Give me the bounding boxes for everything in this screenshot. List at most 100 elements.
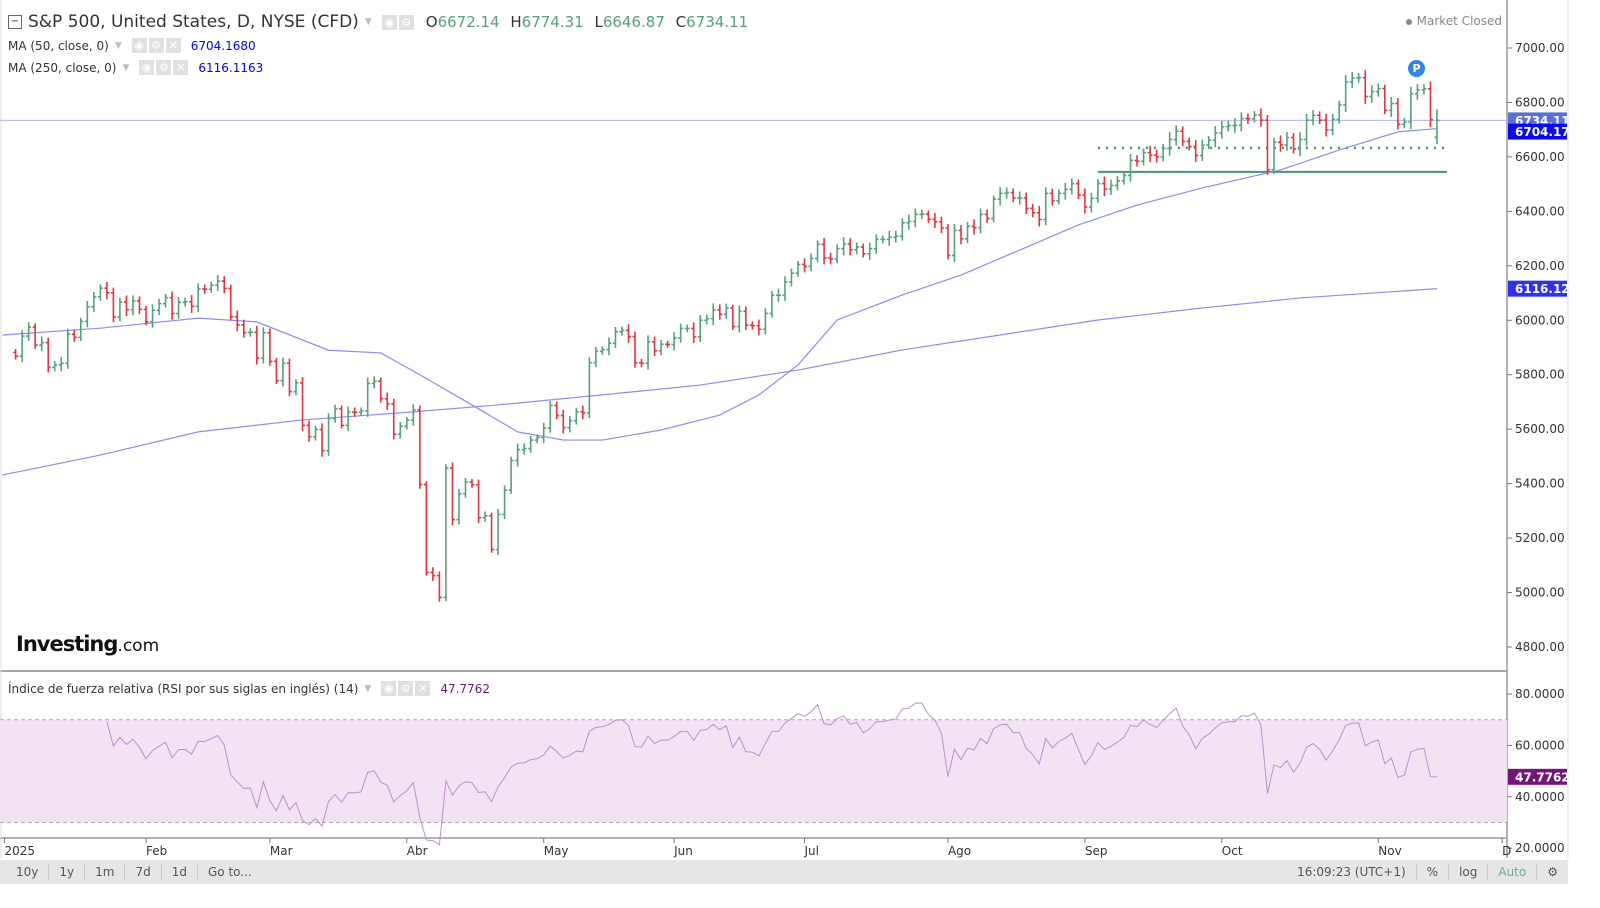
- close-value: 6734.11: [686, 13, 749, 31]
- ohlc-bar: [1310, 110, 1316, 126]
- ohlc-bar: [169, 291, 175, 320]
- ohlc-bar: [1414, 84, 1420, 100]
- ohlc-bar: [123, 295, 129, 317]
- visibility-icon[interactable]: ◉: [131, 38, 147, 53]
- ohlc-bar: [150, 304, 156, 328]
- gear-icon[interactable]: ⚙: [148, 38, 164, 53]
- chevron-down-icon[interactable]: ▼: [114, 40, 122, 51]
- ohlc-bar: [1382, 84, 1388, 115]
- goto-button[interactable]: Go to...: [207, 865, 252, 879]
- close-label: C: [675, 13, 687, 31]
- ohlc-bar: [436, 571, 442, 602]
- chevron-down-icon[interactable]: ▼: [364, 17, 372, 27]
- ohlc-bar: [410, 404, 416, 426]
- ohlc-bar: [78, 317, 84, 341]
- ohlc-bar: [841, 237, 847, 256]
- ma50-label[interactable]: MA (50, close, 0): [8, 38, 109, 53]
- ohlc-values: O6672.14 H6774.31 L6646.87 C6734.11: [420, 13, 748, 31]
- percent-toggle[interactable]: %: [1415, 864, 1448, 880]
- ohlc-bar: [1258, 108, 1264, 127]
- ohlc-bar: [775, 288, 781, 302]
- ohlc-bar: [495, 508, 501, 555]
- event-badge-icon[interactable]: P: [1408, 60, 1425, 77]
- ohlc-bar: [893, 230, 899, 243]
- ohlc-bar: [1388, 96, 1394, 117]
- gear-icon[interactable]: ⚙: [398, 681, 414, 696]
- ohlc-bar: [241, 319, 247, 338]
- ohlc-bar: [384, 392, 390, 411]
- range-1y-button[interactable]: 1y: [49, 864, 86, 880]
- ohlc-bar: [1219, 120, 1225, 139]
- ohlc-bar: [221, 276, 227, 294]
- ohlc-bar: [1206, 136, 1212, 150]
- close-icon[interactable]: ✕: [173, 60, 189, 75]
- ohlc-bar: [182, 297, 188, 307]
- clock-time[interactable]: 16:09:23 (UTC+1): [1297, 865, 1406, 879]
- ohlc-bar: [482, 511, 488, 522]
- ohlc-bar: [821, 237, 827, 265]
- chevron-down-icon[interactable]: ▼: [364, 683, 372, 694]
- ohlc-bar: [1336, 100, 1342, 124]
- ohlc-bar: [997, 187, 1003, 206]
- rsi-price-label: 47.7762: [1515, 770, 1570, 784]
- visibility-icon[interactable]: ◉: [381, 681, 397, 696]
- y-tick-label: 6000.00: [1515, 313, 1565, 327]
- ohlc-bar: [1264, 114, 1270, 175]
- ohlc-bar: [1134, 155, 1140, 167]
- gear-icon[interactable]: ⚙: [156, 60, 172, 75]
- ohlc-bar: [1004, 187, 1010, 199]
- ohlc-bar: [1277, 135, 1283, 152]
- ohlc-bar: [749, 321, 755, 330]
- ohlc-bar: [541, 422, 547, 444]
- x-tick-label: Ago: [948, 844, 971, 858]
- ma250-label[interactable]: MA (250, close, 0): [8, 60, 117, 75]
- ma50-value: 6704.1680: [190, 38, 256, 53]
- range-10y-button[interactable]: 10y: [0, 864, 50, 880]
- ohlc-bar: [984, 209, 990, 224]
- log-toggle[interactable]: log: [1448, 864, 1487, 880]
- ohlc-bar: [632, 331, 638, 368]
- ohlc-bar: [352, 407, 358, 417]
- ohlc-bar: [880, 235, 886, 244]
- close-icon[interactable]: ✕: [165, 38, 181, 53]
- ohlc-bar: [951, 223, 957, 262]
- visibility-icon[interactable]: ◉: [139, 60, 155, 75]
- settings-gear-icon[interactable]: ⚙: [1536, 864, 1568, 880]
- close-icon[interactable]: ✕: [415, 681, 431, 696]
- ohlc-bar: [1101, 176, 1107, 197]
- ohlc-bar: [782, 276, 788, 301]
- ohlc-bar: [1291, 133, 1297, 154]
- ohlc-bar: [1056, 189, 1062, 205]
- ohlc-bar: [788, 268, 794, 287]
- ohlc-bar: [208, 281, 214, 293]
- ohlc-bar: [286, 358, 292, 397]
- gear-icon[interactable]: ⚙: [398, 14, 414, 30]
- visibility-icon[interactable]: ◉: [381, 14, 397, 30]
- ohlc-bar: [912, 208, 918, 228]
- ohlc-bar: [834, 244, 840, 264]
- ohlc-bar: [717, 304, 723, 320]
- rsi-label[interactable]: Índice de fuerza relativa (RSI por sus s…: [8, 681, 359, 696]
- rsi-price-label-bg: [1508, 768, 1567, 785]
- rsi-y-tick-label: 60.0000: [1515, 738, 1565, 752]
- symbol-title[interactable]: S&P 500, United States, D, NYSE (CFD): [28, 12, 359, 32]
- range-7d-button[interactable]: 7d: [125, 864, 162, 880]
- price-chart[interactable]: 7000.00 6800.00 6600.00 6400.00 6200.00 6000.…: [0, 0, 1600, 860]
- range-1m-button[interactable]: 1m: [85, 864, 126, 880]
- ohlc-bar: [554, 401, 560, 420]
- ohlc-bar: [658, 339, 664, 356]
- rsi-y-tick-label: 20.0000: [1515, 841, 1565, 855]
- ohlc-bar: [1075, 179, 1081, 200]
- auto-scale-toggle[interactable]: Auto: [1487, 864, 1536, 880]
- ohlc-bar: [795, 260, 801, 277]
- ohlc-bar: [1167, 132, 1173, 156]
- ohlc-bar: [1114, 176, 1120, 191]
- ohlc-bar: [502, 485, 508, 520]
- chevron-down-icon[interactable]: ▼: [122, 62, 130, 73]
- ohlc-bar: [71, 329, 77, 342]
- ma250-legend: MA (250, close, 0) ▼ ◉ ⚙ ✕ 6116.1163: [8, 60, 263, 75]
- y-tick-label: 5400.00: [1515, 477, 1565, 491]
- range-1d-button[interactable]: 1d: [162, 864, 198, 880]
- collapse-icon[interactable]: −: [8, 15, 22, 29]
- ohlc-bar: [1304, 113, 1310, 146]
